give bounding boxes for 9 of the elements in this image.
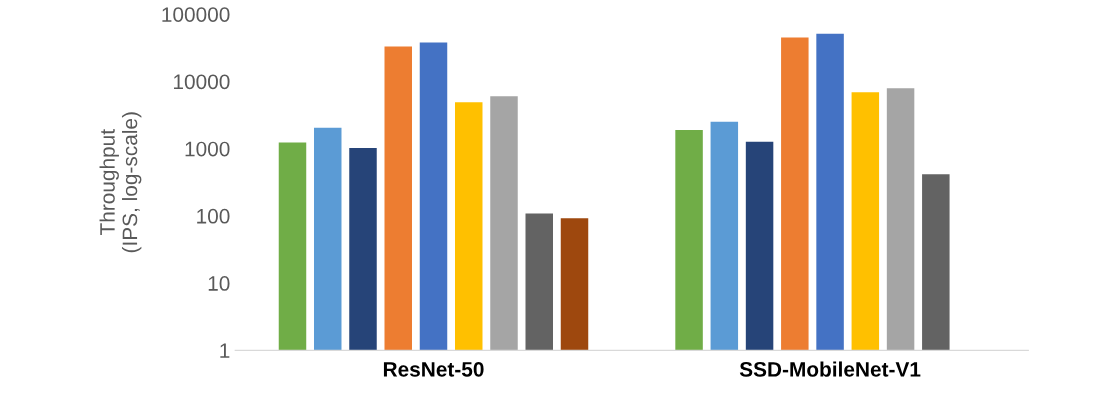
y-tick-label: 1000 xyxy=(185,141,230,157)
y-tick-label: 100000 xyxy=(162,7,230,22)
y-axis-title: Throughput (IPS, log-scale) xyxy=(99,112,142,253)
y-tick-label: 1 xyxy=(220,343,230,358)
x-tick-label: SSD-MobileNet-V1 xyxy=(739,361,921,377)
y-tick-label: 10000 xyxy=(174,74,230,90)
x-tick-label: ResNet-50 xyxy=(383,361,484,377)
y-tick-label: 10 xyxy=(208,276,230,291)
y-tick-label: 100 xyxy=(197,208,230,224)
